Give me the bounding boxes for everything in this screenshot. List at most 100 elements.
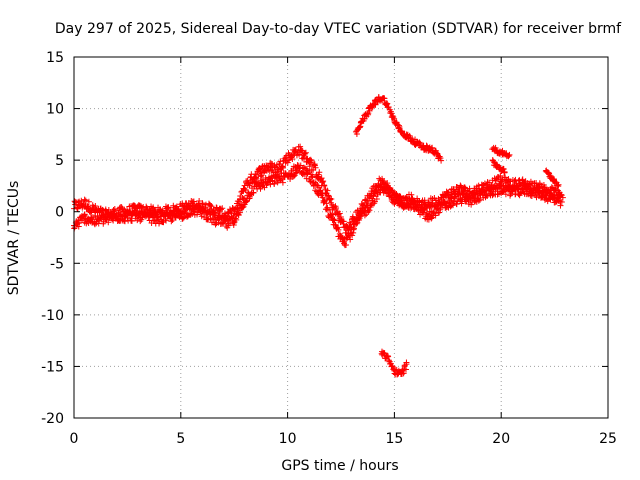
data-point (396, 124, 403, 131)
data-point (381, 178, 388, 185)
data-point (254, 178, 261, 185)
data-point (361, 212, 368, 219)
data-point (441, 199, 448, 206)
data-point (196, 198, 203, 205)
data-point (333, 204, 340, 211)
series-segment-22h (542, 167, 562, 190)
y-tick-label: 10 (46, 102, 64, 118)
data-point (341, 238, 348, 245)
data-point (302, 149, 309, 156)
data-point (365, 198, 372, 205)
data-point (312, 164, 319, 171)
data-point (399, 128, 406, 135)
data-point (438, 157, 445, 164)
series-arc-high (352, 94, 445, 164)
data-point (316, 169, 323, 176)
data-point (243, 198, 250, 205)
data-point (181, 210, 188, 217)
x-tick-label: 25 (599, 431, 617, 447)
data-point (343, 242, 350, 249)
data-point (521, 182, 528, 189)
data-point (306, 163, 313, 170)
data-point (326, 196, 333, 203)
data-point (484, 192, 491, 199)
data-point (557, 202, 564, 209)
data-point (385, 104, 392, 111)
data-point (190, 198, 197, 205)
data-point (536, 180, 543, 187)
data-point (168, 218, 175, 225)
data-point (134, 217, 141, 224)
data-point (531, 190, 538, 197)
data-point (274, 165, 281, 172)
x-axis: 0 5 10 15 20 25 (70, 57, 617, 447)
y-tick-label: 15 (46, 50, 64, 66)
data-point (318, 175, 325, 182)
data-point (554, 194, 561, 201)
data-point (320, 178, 327, 185)
data-point (324, 192, 331, 199)
x-axis-label: GPS time / hours (281, 458, 398, 474)
data-point (196, 203, 203, 210)
data-point (417, 140, 424, 147)
data-point (253, 175, 260, 182)
data-point (346, 232, 353, 239)
data-point (256, 165, 263, 172)
data-point (505, 152, 512, 159)
data-point (307, 156, 314, 163)
data-point (461, 184, 468, 191)
x-tick-label: 0 (70, 431, 79, 447)
x-tick-label: 10 (279, 431, 297, 447)
data-point (323, 200, 330, 207)
data-point (169, 217, 176, 224)
data-point (475, 197, 482, 204)
data-point (297, 162, 304, 169)
data-point (301, 150, 308, 157)
data-point (105, 219, 112, 226)
data-point (535, 189, 542, 196)
data-point (315, 184, 322, 191)
y-tick-label: -10 (41, 308, 64, 324)
data-point (421, 206, 428, 213)
data-point (163, 217, 170, 224)
data-point (347, 236, 354, 243)
data-point (506, 151, 513, 158)
data-point (85, 204, 92, 211)
data-point (292, 170, 299, 177)
data-point (284, 159, 291, 166)
data-point (279, 179, 286, 186)
data-point (402, 366, 409, 373)
data-point (396, 193, 403, 200)
data-point (337, 214, 344, 221)
x-tick-label: 15 (385, 431, 403, 447)
data-point (235, 212, 242, 219)
data-point (556, 197, 563, 204)
data-point (308, 157, 315, 164)
data-point (389, 363, 396, 370)
data-point (264, 179, 271, 186)
data-point (267, 181, 274, 188)
data-point (296, 151, 303, 158)
data-point (319, 179, 326, 186)
chart-title: Day 297 of 2025, Sidereal Day-to-day VTE… (55, 21, 622, 37)
data-point (421, 207, 428, 214)
data-point (497, 172, 504, 179)
data-point (357, 213, 364, 220)
plot-frame (73, 56, 609, 419)
x-tick-label: 5 (176, 431, 185, 447)
data-point (157, 213, 164, 220)
y-axis: -20 -15 -10 -5 0 5 10 15 (41, 50, 608, 427)
data-point (79, 216, 86, 223)
data-point (404, 203, 411, 210)
data-point (477, 196, 484, 203)
data-point (205, 200, 212, 207)
data-point (279, 163, 286, 170)
data-point (330, 216, 337, 223)
y-tick-label: 5 (55, 153, 64, 169)
data-point (321, 182, 328, 189)
data-point (366, 207, 373, 214)
data-point (398, 200, 405, 207)
data-point (297, 143, 304, 150)
data-point (545, 169, 552, 176)
